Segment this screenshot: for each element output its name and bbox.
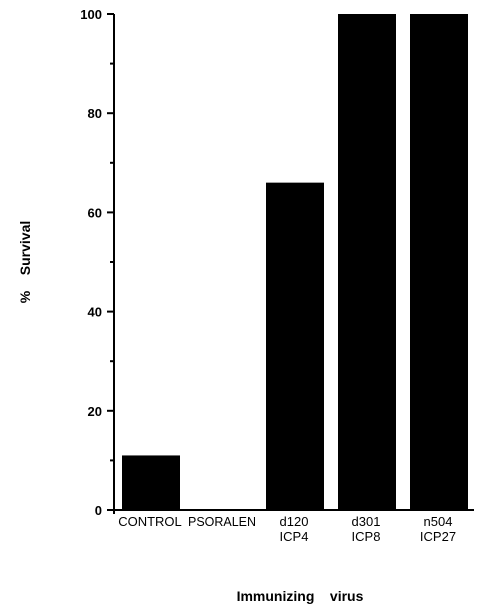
y-tick-label: 60 [88, 205, 102, 220]
x-tick-label: d301 ICP8 [352, 514, 381, 544]
y-axis: 0 20 40 60 80 100 [80, 7, 115, 518]
x-tick-label: n504 ICP27 [420, 514, 456, 544]
bar [410, 14, 468, 510]
y-tick-label: 100 [80, 7, 102, 22]
bars [122, 14, 468, 510]
y-tick-label: 0 [95, 503, 102, 518]
bar [122, 455, 180, 510]
x-axis: CONTROL PSORALEN d120 ICP4 d301 ICP8 n504 ICP27 [114, 509, 474, 544]
x-tick-label: d120 ICP4 [280, 514, 309, 544]
bar [338, 14, 396, 510]
y-tick-label: 40 [88, 305, 102, 320]
x-axis-title: Immunizing virus [237, 588, 364, 604]
y-axis-title: % Survival [17, 221, 33, 303]
x-tick-label: CONTROL [118, 514, 182, 529]
bar [266, 182, 324, 510]
y-tick-label: 20 [88, 404, 102, 419]
y-tick-label: 80 [88, 106, 102, 121]
x-tick-label: PSORALEN [188, 514, 256, 529]
